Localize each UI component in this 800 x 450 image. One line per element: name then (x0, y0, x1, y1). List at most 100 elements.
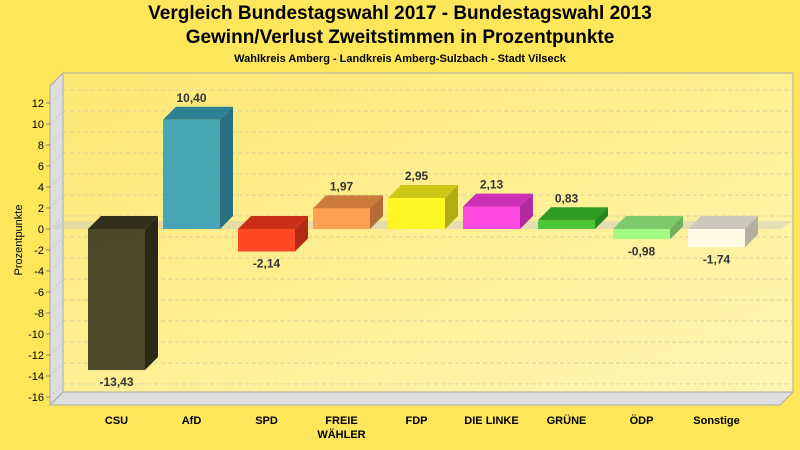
x-tick-label-line: CSU (105, 415, 128, 427)
y-tick-label: 6 (38, 161, 44, 173)
bar-top (463, 193, 533, 207)
x-tick-label: Sonstige (693, 415, 739, 427)
gridline-wall (49, 257, 64, 272)
bar: 10,40 (163, 91, 233, 229)
x-tick-label-line: FDP (406, 415, 428, 427)
bar-value-label: 0,83 (555, 191, 579, 205)
bar-side (145, 216, 158, 371)
bar-top (613, 216, 683, 229)
x-axis: CSU AfD SPD FREIE WÄHLER FDP DIE LINKE GRÜNE ÖDP… (105, 414, 740, 441)
x-tick-label: FDP (406, 415, 428, 427)
gridline-wall (49, 362, 64, 377)
y-tick-label: -4 (34, 266, 44, 278)
bar-side (745, 216, 758, 248)
gridline-wall (49, 278, 64, 293)
x-tick-label-line: ÖDP (630, 414, 654, 427)
y-axis: 12 10 8 6 4 2 0 -2 -4 -6 -8 -10 -12 -14 -16 (28, 86, 51, 405)
x-tick-label-line: GRÜNE (547, 414, 587, 427)
bar-value-label: -2,14 (253, 256, 281, 270)
gridline-wall (49, 320, 64, 335)
gridline-wall (49, 110, 64, 125)
bar-side (220, 106, 233, 229)
bar-top (688, 216, 758, 229)
bar-front (238, 229, 295, 252)
x-tick-label-line: Sonstige (693, 415, 739, 427)
bar-value-label: -13,43 (99, 375, 133, 389)
plot-floor (48, 391, 795, 406)
bar-top (238, 216, 308, 229)
chart-region-subtitle: Wahlkreis Amberg - Landkreis Amberg-Sulz… (234, 53, 566, 65)
plot-left-wall (49, 71, 64, 407)
bar-value-label: -0,98 (628, 244, 656, 258)
gridline-wall (49, 383, 64, 398)
x-tick-label: ÖDP (630, 414, 654, 427)
bar: 1,97 (313, 179, 383, 229)
gridline-wall (49, 341, 64, 356)
bar-top (538, 207, 608, 221)
bar-side (295, 216, 308, 252)
bar-value-label: 10,40 (176, 91, 206, 105)
x-tick-label: GRÜNE (547, 414, 587, 427)
bar-front (388, 198, 445, 229)
gridline-wall (49, 131, 64, 146)
bar-side (670, 216, 683, 240)
gridline-wall (49, 299, 64, 314)
gridline-wall (49, 173, 64, 188)
x-tick-label-line: SPD (255, 415, 278, 427)
bar-front (688, 229, 745, 248)
bar-front (313, 208, 370, 229)
y-tick-label: -16 (28, 392, 44, 404)
x-tick-label: FREIE WÄHLER (317, 415, 365, 441)
bar-front (613, 229, 670, 240)
y-tick-label: -10 (28, 329, 44, 341)
bar-side (370, 195, 383, 229)
x-tick-label: AfD (182, 415, 202, 427)
y-tick-label: 8 (38, 140, 44, 152)
bar: -0,98 (613, 216, 683, 258)
y-tick-label: -14 (28, 371, 44, 383)
y-tick-label: 4 (38, 182, 44, 194)
y-tick-label: -6 (34, 287, 44, 299)
bar: 2,13 (463, 178, 533, 229)
x-tick-label-line: DIE LINKE (464, 415, 518, 427)
bar-top (313, 195, 383, 209)
gridline-wall (49, 194, 64, 209)
gridline-wall (49, 236, 64, 251)
bar: -1,74 (688, 216, 758, 266)
gridline-wall (49, 89, 64, 104)
bar-front (538, 220, 595, 229)
y-tick-label: 10 (32, 119, 44, 131)
bar-front (163, 119, 220, 229)
x-tick-label: CSU (105, 415, 128, 427)
bar-top (163, 106, 233, 120)
x-tick-label-line: AfD (182, 415, 202, 427)
gridline-wall (49, 215, 64, 230)
bar: -13,43 (88, 216, 158, 389)
bar-top (388, 185, 458, 199)
y-tick-label: 0 (38, 224, 44, 236)
bar-side (445, 185, 458, 229)
bar-value-label: 2,95 (405, 169, 429, 183)
x-tick-label: DIE LINKE (464, 415, 518, 427)
bar-side (520, 193, 533, 229)
plot-frame (48, 71, 795, 407)
y-tick-label: 12 (32, 98, 44, 110)
y-tick-label: 2 (38, 203, 44, 215)
x-tick-label-line: WÄHLER (317, 428, 365, 441)
gridline-wall (49, 152, 64, 167)
bar: -2,14 (238, 216, 308, 270)
y-axis-label: Prozentpunkte (13, 205, 25, 276)
bar-value-label: -1,74 (703, 252, 731, 266)
bars: -13,43 10,40 -2,14 1,97 2,95 2,13 0,83 -0,98 -1,… (88, 91, 758, 389)
bar-value-label: 2,13 (480, 178, 504, 192)
x-tick-label: SPD (255, 415, 278, 427)
x-tick-label-line: FREIE (325, 415, 357, 427)
bar-front (88, 229, 145, 371)
bar: 2,95 (388, 169, 458, 229)
y-tick-label: -8 (34, 308, 44, 320)
bar: 0,83 (538, 191, 608, 229)
bar-side (595, 207, 608, 229)
bar-value-label: 1,97 (330, 179, 354, 193)
y-tick-label: -12 (28, 350, 44, 362)
